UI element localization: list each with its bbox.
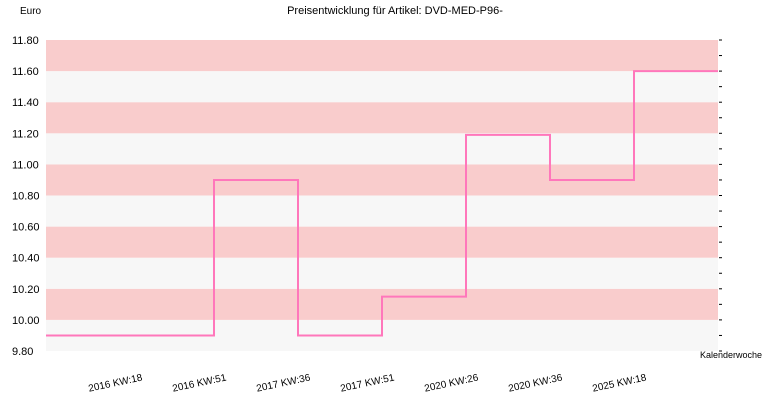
series-layer bbox=[46, 70, 718, 337]
y-tick-label: 10.60 bbox=[12, 222, 40, 234]
x-tick-label: 2017 KW:51 bbox=[340, 372, 396, 394]
y-tick-label: 10.20 bbox=[12, 284, 40, 296]
chart-title: Preisentwicklung für Artikel: DVD-MED-P9… bbox=[287, 5, 503, 17]
y-tick-label: 10.40 bbox=[12, 253, 40, 265]
x-tick-label: 2020 KW:36 bbox=[508, 372, 564, 394]
grid-band bbox=[46, 40, 718, 72]
y-tick-label: 9.80 bbox=[12, 346, 33, 358]
grid-band bbox=[46, 226, 718, 258]
x-axis-label: Kalenderwoche bbox=[700, 350, 763, 360]
y-tick-label: 11.20 bbox=[12, 128, 39, 140]
series-line bbox=[46, 70, 718, 337]
grid-band bbox=[46, 195, 718, 227]
x-axis-ticks: 2016 KW:18 2016 KW:51 2017 KW:36 2017 KW:51… bbox=[88, 372, 648, 394]
y-tick-label: 11.60 bbox=[12, 66, 39, 78]
y-axis-ticks: 9.80 10.00 10.20 10.40 10.60 10.80 11.00 11.20 1… bbox=[12, 35, 40, 358]
x-tick-label: 2017 KW:36 bbox=[256, 372, 312, 394]
x-tick-label: 2016 KW:51 bbox=[172, 372, 228, 394]
right-axis-ticks bbox=[719, 39, 722, 352]
x-tick-label: 2016 KW:18 bbox=[88, 372, 144, 394]
grid-band bbox=[46, 133, 718, 165]
grid-band bbox=[46, 102, 718, 134]
y-axis-label: Euro bbox=[20, 6, 42, 17]
grid-band bbox=[46, 257, 718, 289]
y-tick-label: 11.00 bbox=[12, 159, 39, 171]
y-tick-label: 11.80 bbox=[12, 35, 39, 47]
y-tick-label: 11.40 bbox=[12, 97, 39, 109]
background-bands bbox=[46, 40, 718, 351]
y-tick-label: 10.00 bbox=[12, 315, 40, 327]
x-tick-label: 2020 KW:26 bbox=[424, 372, 480, 394]
x-tick-label: 2025 KW:18 bbox=[592, 372, 648, 394]
grid-band bbox=[46, 71, 718, 103]
y-tick-label: 10.80 bbox=[12, 191, 40, 203]
